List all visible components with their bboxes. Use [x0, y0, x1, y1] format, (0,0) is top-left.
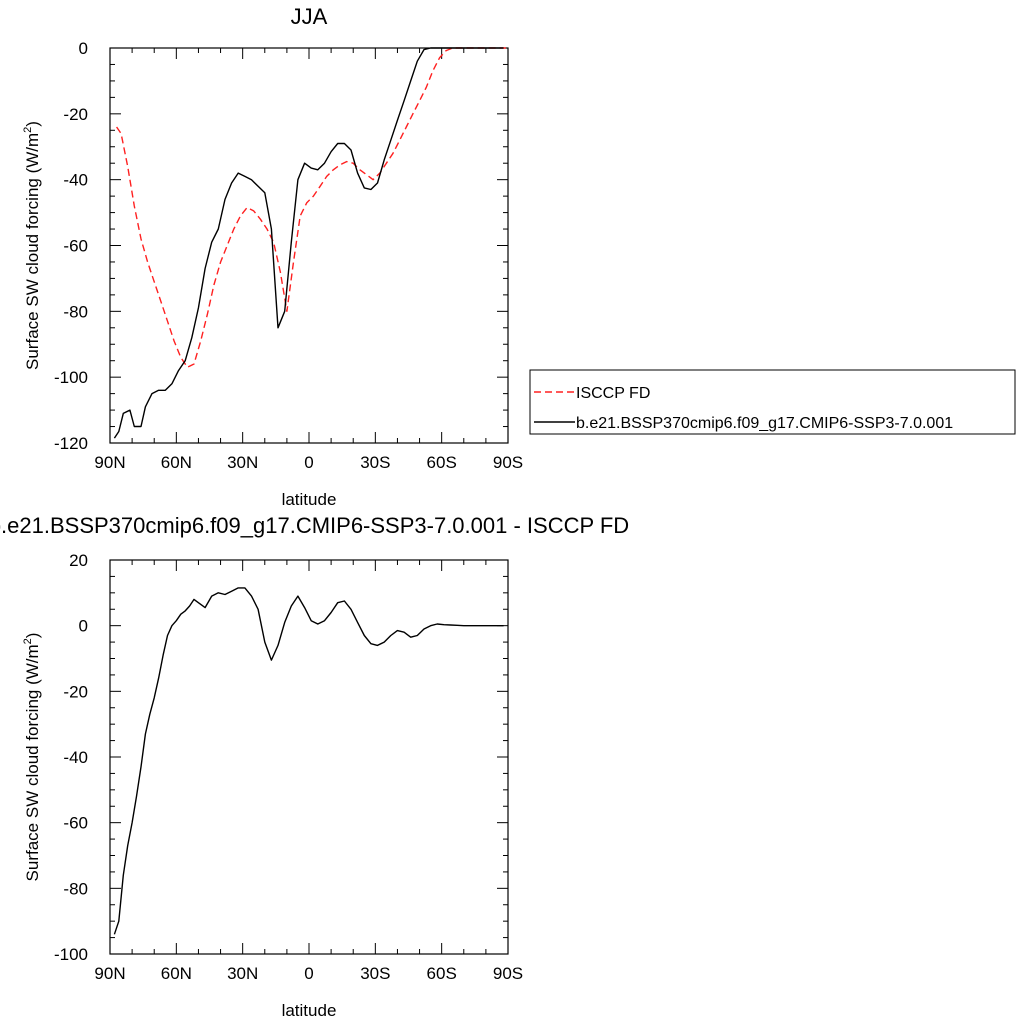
x-tick-label: 0 — [304, 453, 313, 472]
chart-title: b.e21.BSSP370cmip6.f09_g17.CMIP6-SSP3-7.… — [0, 513, 629, 538]
y-tick-label: -80 — [63, 879, 88, 898]
x-tick-label: 0 — [304, 964, 313, 983]
y-tick-label: -20 — [63, 682, 88, 701]
x-tick-label: 60S — [427, 453, 457, 472]
x-tick-label: 30N — [227, 453, 258, 472]
y-tick-label: 0 — [79, 617, 88, 636]
series-line-1 — [113, 47, 504, 439]
series-line-0 — [113, 587, 504, 935]
y-axis-label: Surface SW cloud forcing (W/m2) — [22, 633, 42, 882]
x-tick-label: 30S — [360, 964, 390, 983]
legend-box — [529, 369, 1016, 435]
chart-jja: JJA 90N 60N 30N 0 30S 60S 90S 0 -20 -40 -60 -80 -100 -… — [22, 4, 523, 509]
x-tick-label: 90S — [493, 453, 523, 472]
x-tick-label: 30S — [360, 453, 390, 472]
y-axis-label-main: Surface SW cloud forcing (W/m — [23, 133, 42, 370]
chart-difference: b.e21.BSSP370cmip6.f09_g17.CMIP6-SSP3-7.… — [0, 513, 629, 1020]
x-tick-label: 90N — [94, 964, 125, 983]
y-axis-label-close: ) — [23, 633, 42, 639]
y-tick-label: -60 — [63, 814, 88, 833]
y-tick-label: -100 — [54, 368, 88, 387]
x-tick-label: 60N — [161, 964, 192, 983]
y-tick-label: -40 — [63, 171, 88, 190]
y-tick-label: 20 — [69, 551, 88, 570]
y-tick-label: 0 — [79, 39, 88, 58]
x-tick-label: 60S — [427, 964, 457, 983]
y-tick-label: -60 — [63, 237, 88, 256]
y-axis-label-main: Surface SW cloud forcing (W/m — [23, 644, 42, 881]
y-axis-label-superscript: 2 — [22, 127, 34, 133]
series-line-0 — [116, 47, 506, 368]
x-axis-label: latitude — [282, 490, 337, 509]
x-tick-label: 30N — [227, 964, 258, 983]
chart-title: JJA — [291, 4, 328, 29]
y-tick-label: -20 — [63, 105, 88, 124]
legend: ISCCP FD b.e21.BSSP370cmip6.f09_g17.CMIP6… — [529, 369, 1016, 435]
y-axis-label-close: ) — [23, 121, 42, 127]
x-tick-label: 60N — [161, 453, 192, 472]
y-tick-label: -80 — [63, 302, 88, 321]
y-axis-label: Surface SW cloud forcing (W/m2) — [22, 121, 42, 370]
x-tick-label: 90N — [94, 453, 125, 472]
y-axis-label-superscript: 2 — [22, 638, 34, 644]
x-axis-label: latitude — [282, 1001, 337, 1020]
plot-frame — [109, 559, 509, 955]
legend-label-0: ISCCP FD — [576, 385, 650, 402]
x-tick-label: 90S — [493, 964, 523, 983]
y-tick-label: -40 — [63, 748, 88, 767]
legend-label-1: b.e21.BSSP370cmip6.f09_g17.CMIP6-SSP3-7.… — [576, 415, 953, 432]
plot-frame — [109, 47, 509, 444]
y-tick-label: -100 — [54, 945, 88, 964]
y-tick-label: -120 — [54, 434, 88, 453]
